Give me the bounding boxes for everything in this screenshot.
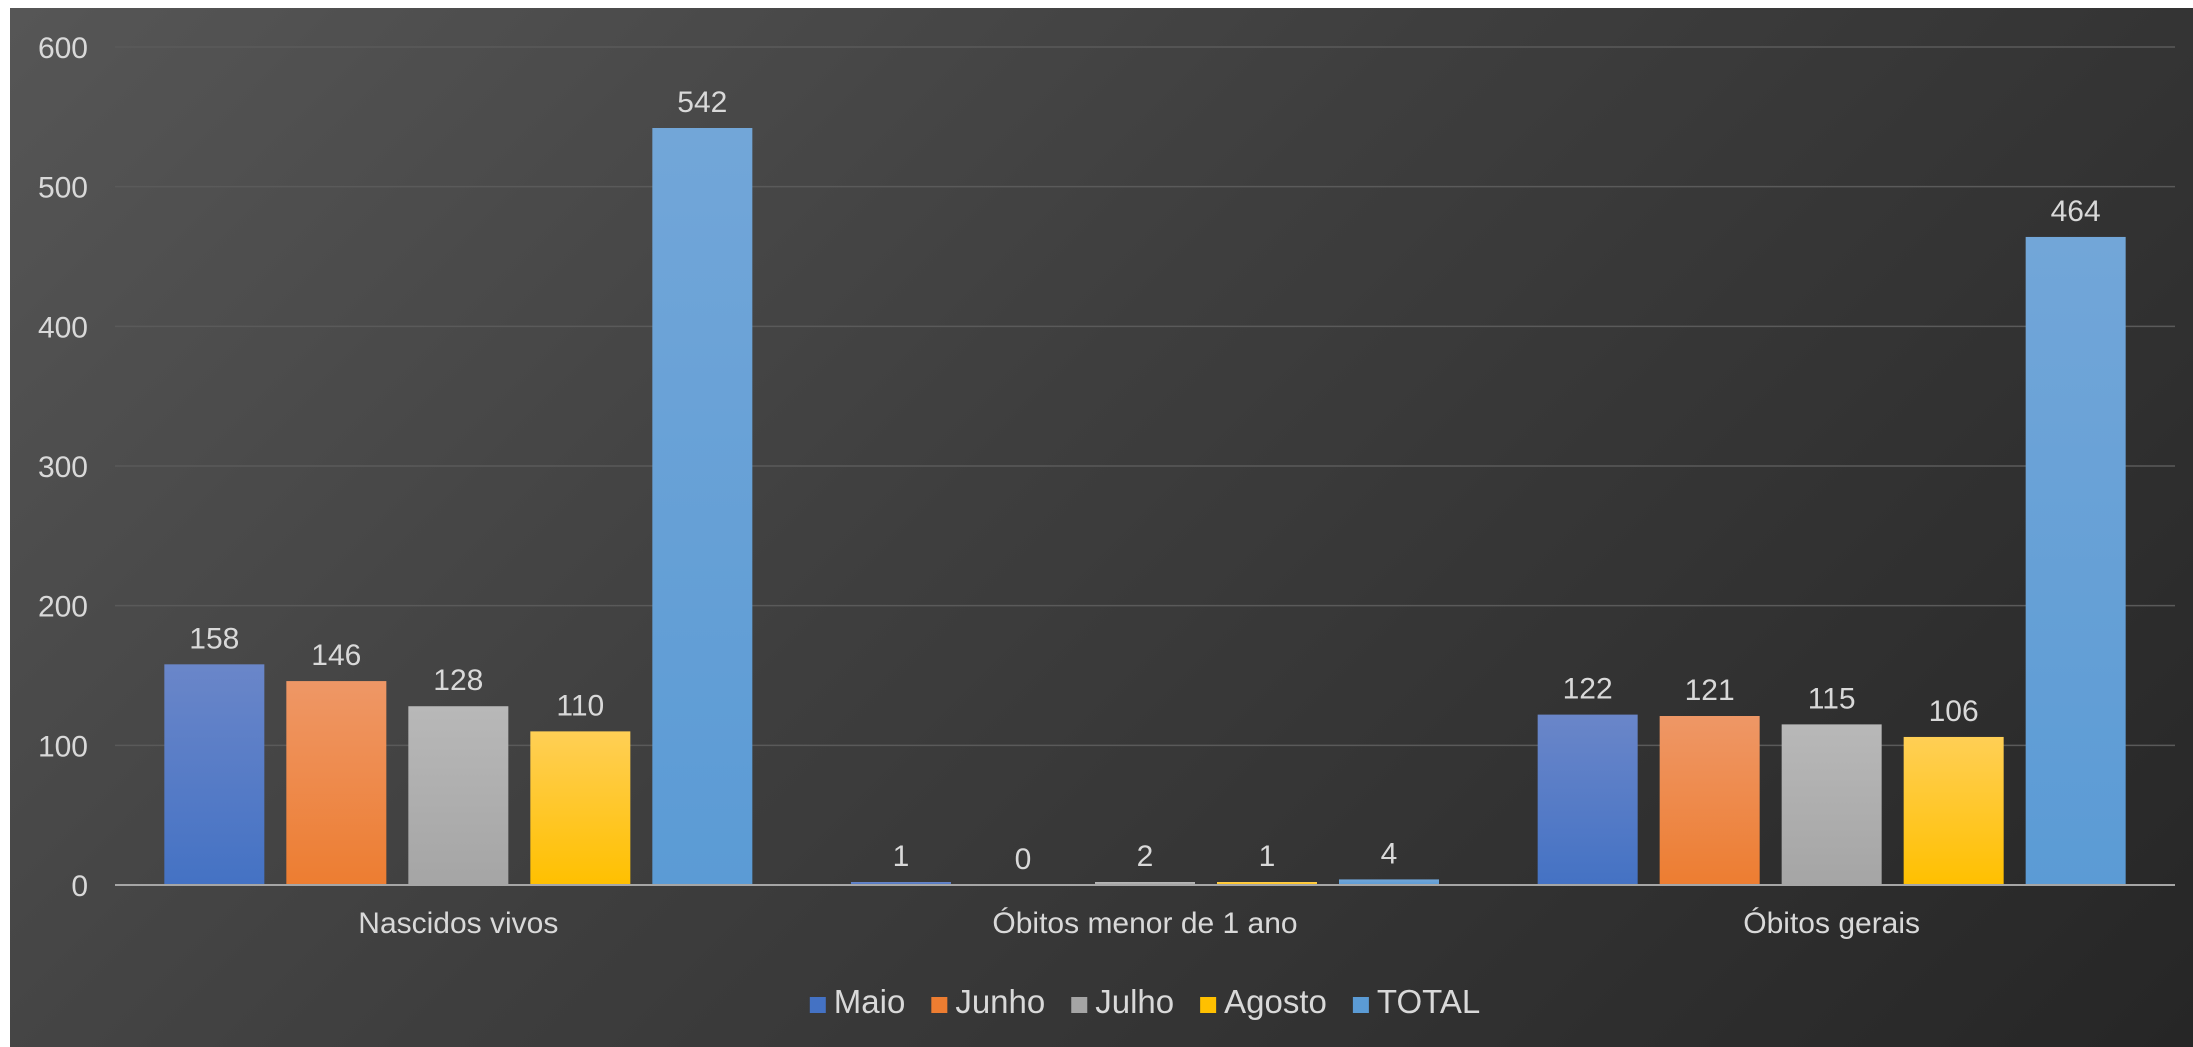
legend-swatch [1071, 997, 1088, 1013]
y-tick-label: 0 [71, 870, 88, 903]
gridlines [115, 46, 2175, 747]
legend-label: TOTAL [1377, 983, 1480, 1020]
bar-maio [164, 664, 265, 885]
y-tick-label: 100 [38, 730, 88, 763]
bar-maio [1537, 714, 1638, 885]
bar-julho [1095, 882, 1195, 885]
bars [164, 128, 2126, 886]
category-label: Óbitos menor de 1 ano [992, 907, 1297, 940]
bar-agosto [1217, 882, 1317, 885]
category-label: Óbitos gerais [1743, 907, 1920, 940]
legend-item: Agosto [1200, 983, 1327, 1020]
data-label: 0 [1015, 843, 1032, 876]
data-label: 2 [1137, 840, 1154, 873]
y-tick-label: 300 [38, 451, 88, 484]
legend-label: Agosto [1224, 983, 1327, 1020]
data-label: 110 [556, 689, 604, 722]
bar-julho [408, 706, 509, 885]
bar-agosto [1903, 736, 2004, 885]
legend-label: Maio [834, 983, 906, 1020]
bar-agosto [530, 731, 631, 885]
y-tick-label: 500 [38, 172, 88, 205]
data-labels: 158 146 128 110 542 1 0 2 1 4 122 121 115 106 464 [189, 86, 2100, 876]
legend-item: Junho [931, 983, 1045, 1020]
data-label: 106 [1929, 695, 1979, 728]
data-label: 4 [1381, 837, 1398, 870]
data-label: 115 [1808, 682, 1856, 715]
data-label: 122 [1563, 673, 1613, 706]
legend-swatch [809, 997, 826, 1013]
legend-label: Julho [1095, 983, 1174, 1020]
legend-swatch [1200, 997, 1217, 1013]
legend-item: TOTAL [1352, 983, 1480, 1020]
data-label: 1 [893, 840, 910, 873]
data-label: 121 [1685, 674, 1735, 707]
data-label: 542 [677, 86, 727, 119]
legend-item: Julho [1071, 983, 1174, 1020]
legend-swatch [1352, 997, 1369, 1013]
y-axis-ticks: 0 100 200 300 400 500 600 [38, 32, 88, 903]
y-tick-label: 600 [38, 32, 88, 65]
data-label: 464 [2051, 195, 2101, 228]
data-label: 1 [1259, 840, 1276, 873]
legend-label: Junho [955, 983, 1045, 1020]
data-label: 158 [189, 622, 239, 655]
bar-junho [1659, 716, 1760, 885]
legend: Maio Junho Julho Agosto TOTAL [809, 983, 1480, 1020]
legend-item: Maio [809, 983, 906, 1020]
y-tick-label: 400 [38, 311, 88, 344]
bar-total [1339, 879, 1439, 885]
bar-total [652, 128, 753, 886]
y-tick-label: 200 [38, 591, 88, 624]
bar-total [2025, 236, 2126, 886]
data-label: 146 [311, 639, 361, 672]
bar-julho [1781, 724, 1882, 885]
bar-junho [286, 681, 387, 885]
category-labels: Nascidos vivos Óbitos menor de 1 ano Óbito… [358, 907, 1920, 940]
legend-swatch [931, 997, 948, 1013]
category-label: Nascidos vivos [358, 907, 558, 940]
data-label: 128 [433, 664, 483, 697]
bar-maio [851, 882, 951, 885]
